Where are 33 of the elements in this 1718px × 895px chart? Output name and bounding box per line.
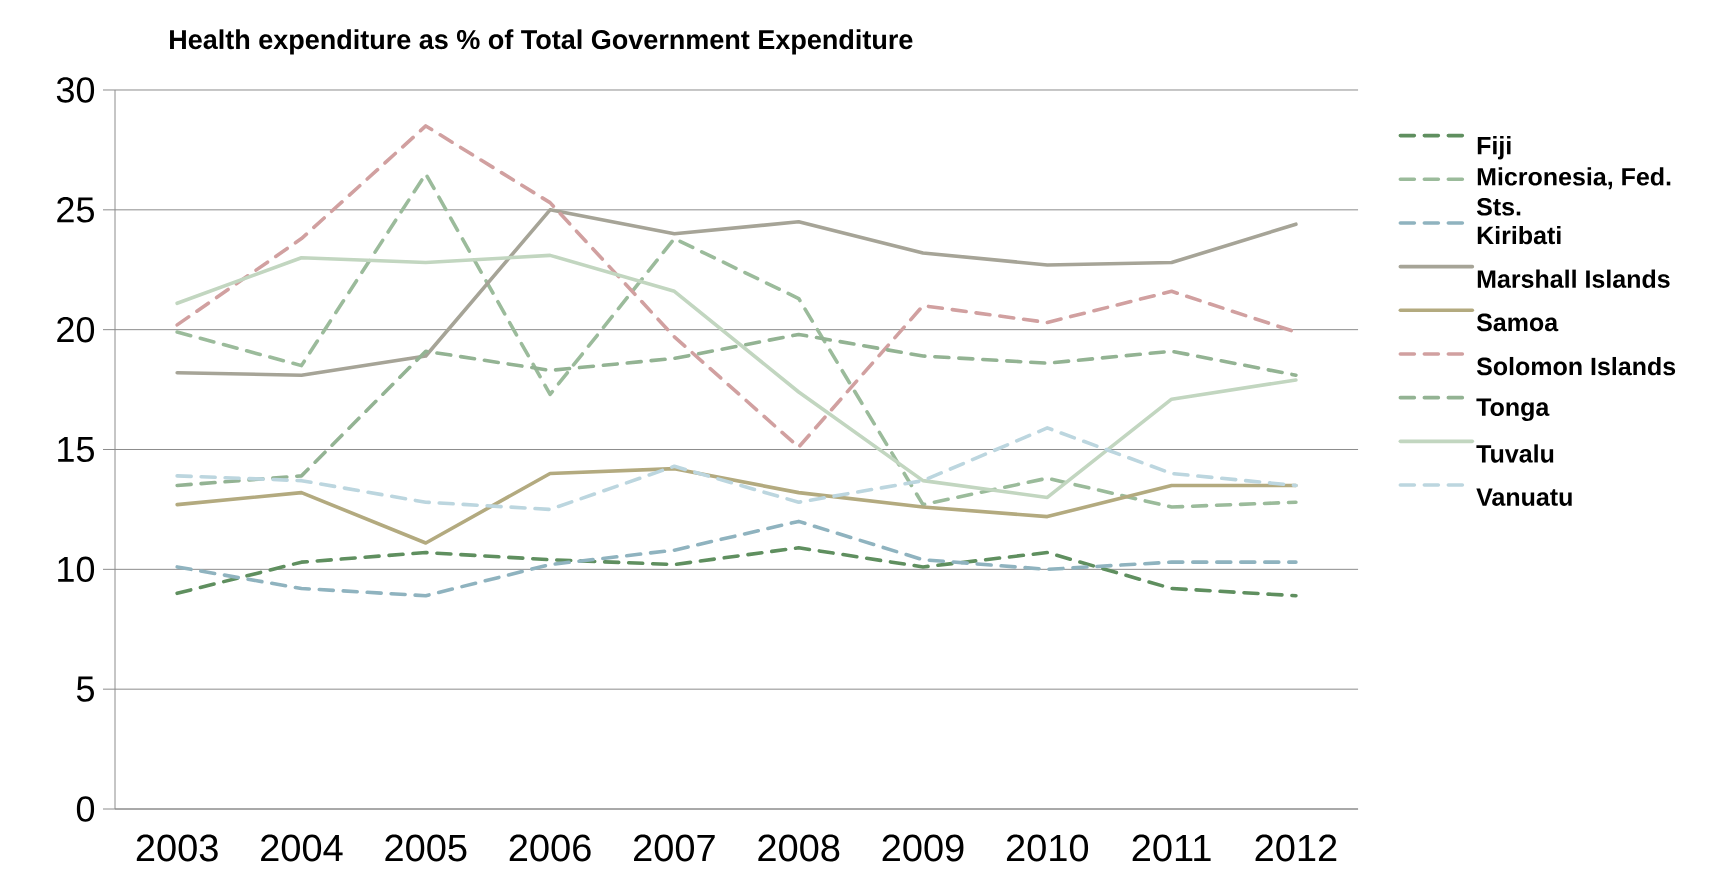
legend-label: Tuvalu (1476, 444, 1554, 463)
x-tick-label: 2005 (385, 834, 467, 862)
legend-label: Kiribati (1477, 225, 1561, 245)
y-tick-label: 20 (57, 316, 95, 343)
line-series (175, 545, 1298, 598)
line-series (175, 253, 1298, 500)
x-tick-label: 2011 (1132, 834, 1211, 862)
legend-label: Samoa (1476, 313, 1559, 332)
legend-label: Fiji (1477, 136, 1511, 160)
legend-label: Tonga (1476, 398, 1550, 422)
legend-label: Marshall Islands (1477, 269, 1670, 288)
x-tick-label: 2004 (261, 834, 343, 862)
y-tick-label: 5 (76, 676, 94, 702)
legend-label: Solomon Islands (1476, 356, 1676, 376)
chart-title: Health expenditure as % of Total Government Expenditure (170, 29, 913, 55)
x-tick-label: 2009 (882, 834, 964, 862)
y-tick-label: 0 (76, 796, 95, 822)
x-tick-label: 2008 (758, 834, 840, 862)
legend-label: Vanuatu (1476, 488, 1572, 506)
x-tick-label: 2006 (509, 834, 591, 862)
line-series (175, 519, 1298, 598)
line-series (175, 172, 1298, 509)
x-tick-label: 2010 (1006, 834, 1089, 862)
y-tick-label: 25 (57, 197, 94, 223)
x-tick-label: 2003 (136, 834, 218, 862)
x-tick-label: 2007 (634, 834, 715, 862)
legend-label: Micronesia, Fed. Sts. (1476, 167, 1671, 216)
y-tick-label: 10 (58, 556, 95, 583)
y-tick-label: 30 (56, 77, 95, 103)
x-tick-label: 2012 (1255, 834, 1337, 862)
y-tick-label: 15 (58, 436, 94, 463)
line-series (175, 426, 1298, 512)
line-series (175, 208, 1298, 377)
